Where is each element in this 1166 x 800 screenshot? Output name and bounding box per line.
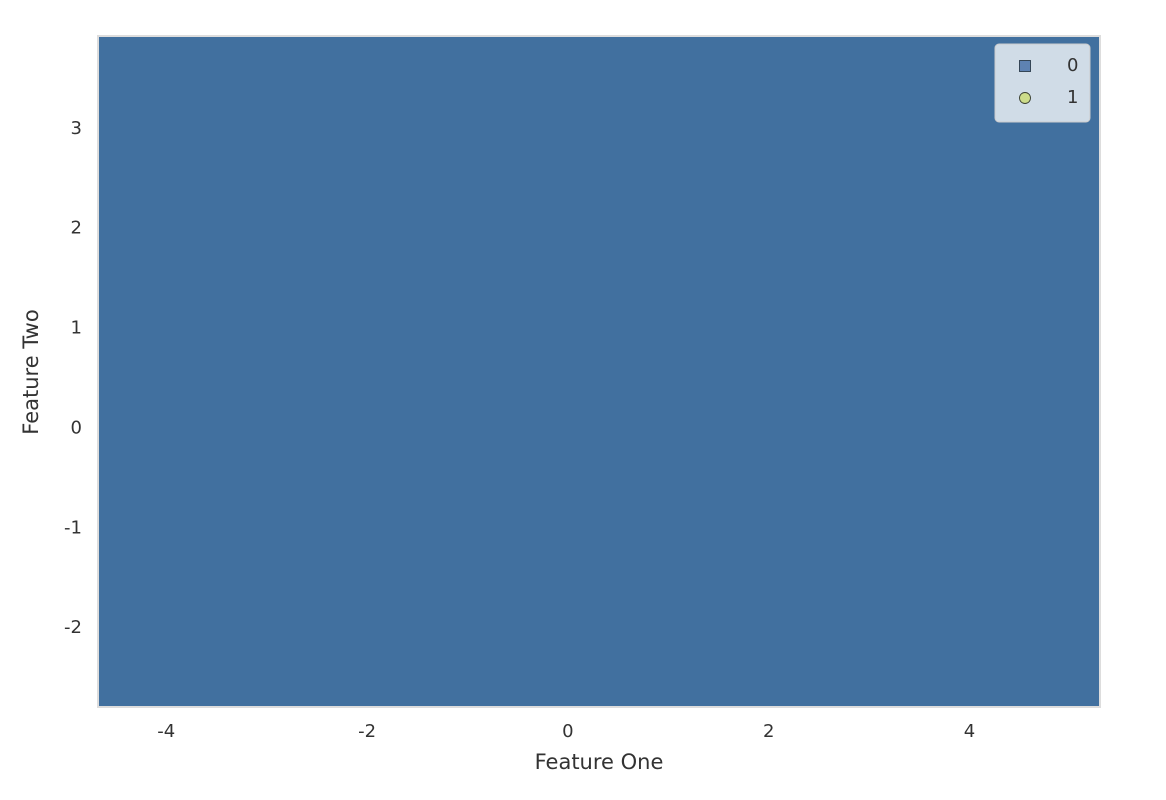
- plot-border: [97, 35, 1101, 708]
- region-right: [98, 36, 1100, 707]
- legend-label: 0: [1067, 55, 1078, 76]
- y-axis-label: Feature Two: [19, 309, 43, 434]
- y-tick-label: 2: [71, 218, 82, 239]
- y-tick-label: 1: [71, 318, 82, 339]
- legend: 01: [994, 43, 1091, 123]
- x-tick-label: 2: [763, 721, 774, 742]
- x-axis-label: Feature One: [535, 750, 664, 774]
- legend-marker: [1019, 60, 1031, 72]
- legend-marker: [1019, 92, 1031, 104]
- x-tick-label: 4: [964, 721, 975, 742]
- x-tick-label: -2: [358, 721, 376, 742]
- legend-label: 1: [1067, 87, 1078, 108]
- x-tick-label: -4: [157, 721, 175, 742]
- y-tick-label: -2: [64, 617, 82, 638]
- y-tick-label: 3: [71, 118, 82, 139]
- y-tick-label: -1: [64, 517, 82, 538]
- legend-box: [994, 43, 1091, 123]
- y-tick-label: 0: [71, 417, 82, 438]
- x-tick-label: 0: [562, 721, 573, 742]
